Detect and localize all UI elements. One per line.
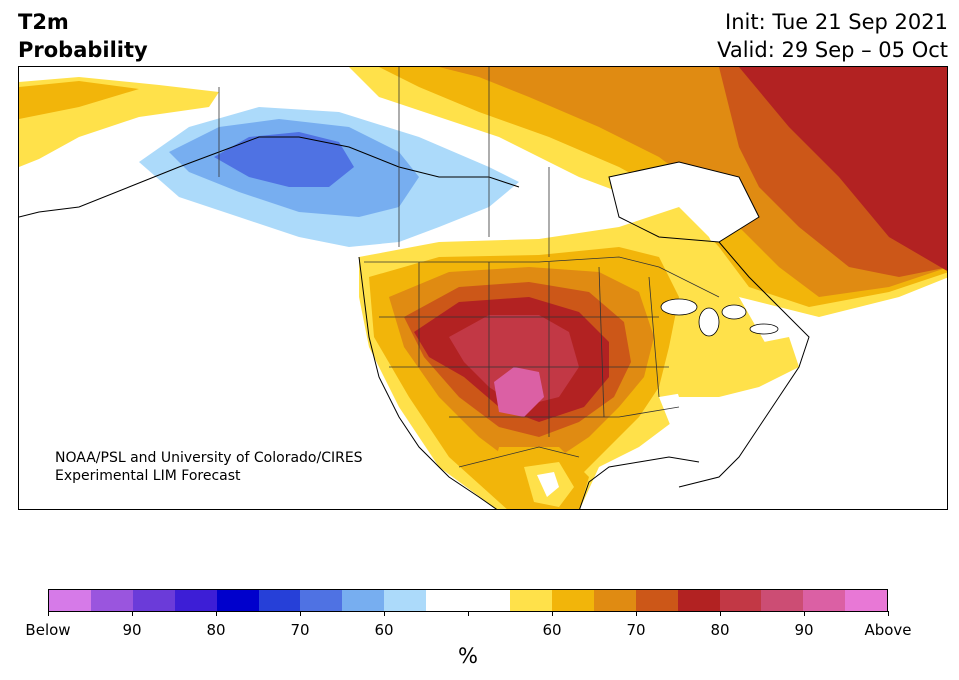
probability-map	[19, 67, 947, 509]
shade-alaska-warm-inner	[19, 81, 139, 119]
shade-canada-east-85	[739, 67, 947, 271]
colorbar-segment	[509, 590, 552, 611]
colorbar-segment	[300, 590, 343, 611]
colorbar-segment	[49, 590, 91, 611]
colorbar-tick	[552, 611, 553, 616]
colorbar-segment	[761, 590, 804, 611]
borders	[218, 67, 720, 468]
colorbar-segment	[551, 590, 594, 611]
colorbar-segment	[593, 590, 636, 611]
colorbar-segment	[426, 590, 469, 611]
colorbar-tick	[720, 611, 721, 616]
colorbar-tick-label: Above	[864, 621, 912, 639]
colorbar-tick	[132, 611, 133, 616]
title-product: Probability	[18, 38, 148, 62]
shade-east-us-60	[669, 337, 799, 397]
colorbar-segment	[384, 590, 427, 611]
colorbar-tick	[468, 611, 469, 616]
colorbar-segment	[635, 590, 678, 611]
colorbar-tick	[300, 611, 301, 616]
colorbar-tick-label: 70	[626, 621, 646, 639]
colorbar-tick-label: Below	[25, 621, 71, 639]
colorbar-tick	[48, 611, 49, 616]
colorbar-segment	[803, 590, 846, 611]
colorbar-tick	[804, 611, 805, 616]
colorbar	[48, 589, 888, 612]
colorbar-tick-label: 80	[710, 621, 730, 639]
coastlines	[19, 136, 810, 509]
colorbar-tick	[384, 611, 385, 616]
forecast-dates: Init: Tue 21 Sep 2021 Valid: 29 Sep – 05…	[717, 8, 948, 64]
shade-us-90	[449, 315, 579, 407]
colorbar-segment	[468, 590, 510, 611]
title-variable: T2m	[18, 10, 69, 34]
colorbar-segment	[719, 590, 762, 611]
colorbar-segment	[342, 590, 385, 611]
colorbar-tick-label: 60	[542, 621, 562, 639]
colorbar-tick	[636, 611, 637, 616]
colorbar-segment	[132, 590, 175, 611]
shade-mexico-white	[537, 472, 559, 497]
colorbar-tick-label: 80	[206, 621, 226, 639]
credit-line-1: NOAA/PSL and University of Colorado/CIRE…	[55, 450, 363, 466]
colorbar-tick-label: 90	[122, 621, 142, 639]
great-lakes	[660, 298, 779, 337]
shade-east-us-white	[659, 377, 789, 467]
shade-us-95	[494, 367, 544, 417]
shade-cold-80	[214, 132, 354, 187]
colorbar-tick	[888, 611, 889, 616]
colorbar-tick-label: 90	[794, 621, 814, 639]
colorbar-segment	[677, 590, 720, 611]
map-panel	[18, 66, 948, 510]
valid-range: Valid: 29 Sep – 05 Oct	[717, 38, 948, 62]
map-credit: NOAA/PSL and University of Colorado/CIRE…	[55, 449, 363, 485]
colorbar-segment	[258, 590, 301, 611]
colorbar-segment	[216, 590, 259, 611]
colorbar-unit: %	[458, 644, 478, 668]
colorbar-tick-label: 70	[290, 621, 310, 639]
map-title: T2m Probability	[18, 8, 148, 64]
init-date: Init: Tue 21 Sep 2021	[725, 10, 948, 34]
colorbar-tick	[216, 611, 217, 616]
credit-line-2: Experimental LIM Forecast	[55, 468, 241, 484]
colorbar-tick-label: 60	[374, 621, 394, 639]
colorbar-segment	[174, 590, 217, 611]
colorbar-segment	[90, 590, 133, 611]
colorbar-segment	[845, 590, 888, 611]
